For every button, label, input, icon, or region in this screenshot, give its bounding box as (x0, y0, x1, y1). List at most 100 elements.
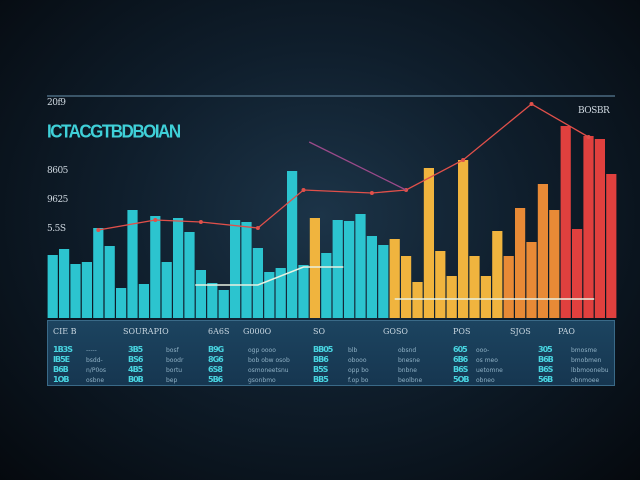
table-cell: obnmoee (571, 377, 600, 384)
y-tick-label: 9625 (47, 195, 68, 205)
table-header: GOSO (383, 327, 408, 336)
series-point (96, 228, 101, 232)
series-point (301, 188, 306, 192)
table-cell: n/P0os (86, 367, 107, 374)
table-glyph: IB5E (53, 355, 70, 364)
table-cell: ----- (86, 347, 97, 354)
table-cell: uetomne (476, 367, 503, 374)
bar (503, 256, 514, 318)
bar (241, 222, 252, 318)
table-cell: bnbne (398, 367, 417, 374)
series-point (461, 158, 466, 162)
bar (572, 229, 583, 318)
series-point (529, 102, 534, 106)
bar (287, 171, 298, 318)
bar (264, 272, 275, 318)
bar (458, 160, 469, 318)
table-cell: bmosme (571, 347, 597, 354)
table-cell: osbne (86, 377, 105, 384)
table-glyph: BB05 (313, 345, 333, 354)
bar (412, 282, 423, 318)
series-point (153, 218, 158, 222)
bar (435, 251, 446, 318)
table-cell: lbbmoonebu (571, 367, 609, 374)
table-cell: ooo- (476, 347, 490, 354)
bar (150, 216, 161, 318)
table-cell: f.op bo (348, 377, 369, 384)
bar (469, 256, 480, 318)
table-glyph: B9G (208, 345, 224, 354)
table-glyph: 305 (538, 345, 553, 354)
table-header: 6A6S (208, 327, 230, 336)
bar (138, 284, 149, 318)
table-header: G000O (243, 327, 272, 336)
table-cell: gsonbmo (248, 377, 276, 384)
table-cell: bsdd- (86, 357, 103, 364)
table-glyph: 5OB (453, 375, 470, 384)
table-cell: bob obw osob (248, 357, 290, 364)
bar (401, 256, 412, 318)
table-glyph: 5B6 (208, 375, 223, 384)
table-glyph: BB5 (313, 375, 329, 384)
bar (537, 184, 548, 318)
series-point (255, 226, 260, 230)
table-glyph: 3B5 (128, 345, 143, 354)
y-tick-label: 8605 (47, 166, 68, 176)
bar (526, 242, 537, 318)
series-line-baseline-a (195, 266, 344, 286)
bar (492, 231, 503, 318)
bar (309, 218, 320, 318)
bar (594, 139, 605, 318)
bar (332, 220, 343, 318)
bar (173, 218, 184, 318)
bar (423, 168, 434, 318)
bar (127, 210, 138, 318)
table-header: SO (313, 327, 326, 336)
bar (366, 236, 377, 318)
table-cell: obooo (348, 357, 367, 364)
bar (47, 255, 58, 318)
bar (116, 288, 127, 318)
table-cell: obneo (476, 377, 495, 384)
table-cell: bosf (166, 347, 179, 354)
bar (275, 268, 286, 318)
table-cell: ogp oooo (248, 347, 276, 354)
bar (583, 136, 594, 318)
table-cell: beolbne (398, 377, 423, 384)
bar (218, 290, 229, 318)
series-line-secondary (308, 141, 407, 191)
table-cell: osmoneetsnu (248, 367, 289, 374)
table-cell: bnesne (398, 357, 420, 364)
table-glyph: B6B (538, 355, 554, 364)
table-glyph: B5S (313, 365, 328, 374)
bar (252, 248, 263, 318)
lines (96, 102, 595, 300)
table-cell: bortu (166, 367, 183, 374)
table-cell: bmobmen (571, 357, 602, 364)
table-glyph: BS6 (128, 355, 143, 364)
series-point (369, 191, 374, 195)
table-glyph: B6S (538, 365, 553, 374)
bars (47, 126, 617, 318)
table-glyph: 1B3S (53, 345, 73, 354)
series-point (198, 220, 203, 224)
bar (549, 210, 560, 318)
bar (606, 174, 617, 318)
bar (560, 126, 571, 318)
table-glyph: BB6 (313, 355, 329, 364)
table-cell: bep (166, 377, 178, 384)
table-glyph: B6S (453, 365, 468, 374)
table-glyph: 8G6 (208, 355, 224, 364)
series-point (586, 135, 591, 139)
table-glyph: 605 (453, 345, 468, 354)
data-table: CIE B SOURAPIO 6A6S G000O SO GOSO POS SJ… (47, 320, 615, 386)
table-glyph: 56B (538, 375, 553, 384)
table-glyph: 4B5 (128, 365, 143, 374)
bar (195, 270, 206, 318)
series-line-trend (98, 103, 589, 231)
table-header: CIE B (53, 327, 77, 336)
table-cell: blb (348, 347, 358, 354)
table-header: SOURAPIO (123, 327, 169, 336)
chart-title: ICTACGTBDBOIAN (47, 121, 181, 142)
